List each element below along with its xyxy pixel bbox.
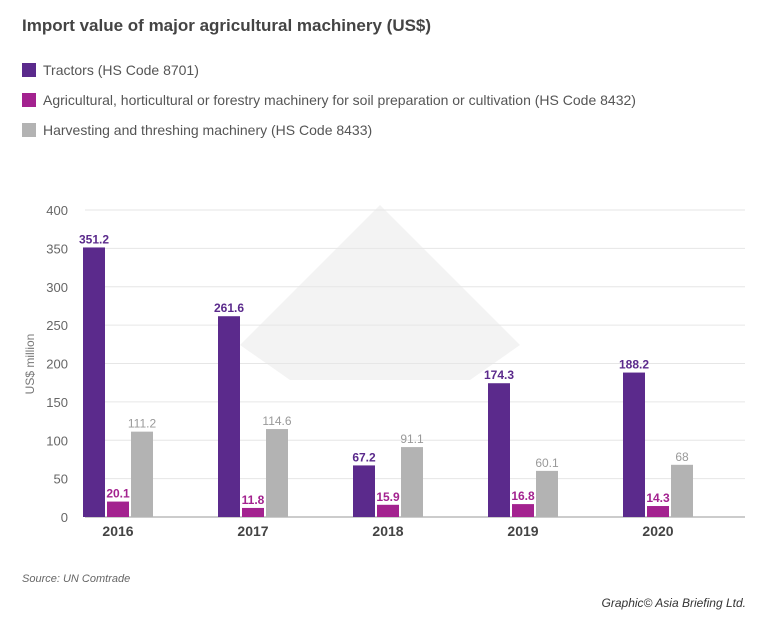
legend-label: Harvesting and threshing machinery (HS C… bbox=[43, 122, 373, 138]
bar bbox=[353, 465, 375, 517]
bar bbox=[671, 464, 693, 517]
data-label: 15.9 bbox=[376, 490, 400, 504]
data-label: 114.6 bbox=[262, 414, 291, 428]
y-tick-label: 350 bbox=[46, 241, 68, 256]
legend-swatch bbox=[22, 93, 36, 107]
data-label: 20.1 bbox=[106, 487, 130, 501]
y-tick-label: 400 bbox=[46, 203, 68, 218]
legend-swatch bbox=[22, 123, 36, 137]
bar bbox=[512, 504, 534, 517]
bar bbox=[647, 506, 669, 517]
data-label: 261.6 bbox=[214, 301, 244, 315]
x-tick-label: 2017 bbox=[237, 523, 268, 539]
legend-item-soil-machinery: Agricultural, horticultural or forestry … bbox=[22, 92, 636, 108]
x-tick-label: 2020 bbox=[642, 523, 673, 539]
data-label: 14.3 bbox=[646, 491, 670, 505]
legend-label: Tractors (HS Code 8701) bbox=[43, 62, 199, 78]
bar bbox=[131, 431, 153, 517]
legend-label: Agricultural, horticultural or forestry … bbox=[43, 92, 636, 108]
data-label: 60.1 bbox=[535, 456, 559, 470]
y-tick-label: 50 bbox=[54, 472, 68, 487]
legend-swatch bbox=[22, 63, 36, 77]
x-tick-label: 2016 bbox=[102, 523, 133, 539]
legend-item-tractors: Tractors (HS Code 8701) bbox=[22, 62, 199, 78]
data-label: 68 bbox=[675, 450, 689, 464]
chart-title: Import value of major agricultural machi… bbox=[22, 16, 432, 35]
bar bbox=[107, 501, 129, 517]
y-tick-label: 0 bbox=[61, 510, 68, 525]
y-tick-label: 150 bbox=[46, 395, 68, 410]
data-label: 16.8 bbox=[511, 489, 535, 503]
data-label: 91.1 bbox=[400, 432, 424, 446]
bar bbox=[83, 247, 105, 518]
credit: Graphic© Asia Briefing Ltd. bbox=[601, 596, 746, 610]
x-tick-label: 2018 bbox=[372, 523, 403, 539]
y-tick-label: 300 bbox=[46, 280, 68, 295]
data-label: 174.3 bbox=[484, 368, 514, 382]
bar bbox=[242, 507, 264, 517]
bar bbox=[623, 372, 645, 517]
x-tick-label: 2019 bbox=[507, 523, 538, 539]
data-label: 188.2 bbox=[619, 358, 649, 372]
y-axis-label: US$ million bbox=[23, 334, 37, 395]
y-tick-label: 250 bbox=[46, 318, 68, 333]
data-label: 11.8 bbox=[242, 493, 265, 507]
bar bbox=[536, 470, 558, 517]
bar bbox=[401, 447, 423, 517]
y-tick-label: 100 bbox=[46, 433, 68, 448]
data-label: 351.2 bbox=[79, 232, 109, 246]
bar bbox=[377, 504, 399, 517]
data-label: 67.2 bbox=[352, 450, 376, 464]
watermark-logo bbox=[240, 205, 520, 380]
data-label: 111.2 bbox=[128, 417, 157, 431]
y-tick-label: 200 bbox=[46, 357, 68, 372]
bar bbox=[218, 316, 240, 517]
bar bbox=[266, 429, 288, 517]
bar bbox=[488, 383, 510, 517]
source-note: Source: UN Comtrade bbox=[22, 573, 131, 585]
legend-item-harvesting: Harvesting and threshing machinery (HS C… bbox=[22, 122, 372, 138]
